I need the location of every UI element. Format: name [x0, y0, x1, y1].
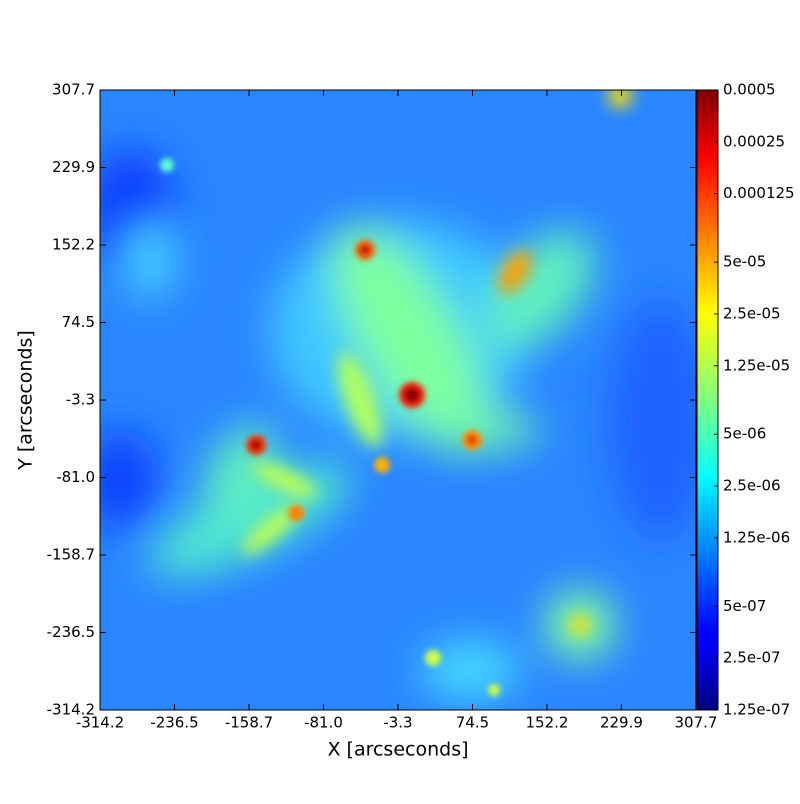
x-tick-label: 307.7 [675, 714, 718, 732]
x-tick-label: -158.7 [225, 714, 273, 732]
y-tick-label: 152.2 [52, 236, 95, 254]
colorbar-tick-label: 0.0005 [723, 81, 776, 99]
colorbar-tick-label: 1.25e-06 [723, 528, 790, 546]
colorbar-tick-label: 5e-07 [723, 597, 766, 615]
y-tick-label: -236.5 [47, 623, 95, 641]
y-tick-label: 229.9 [52, 158, 95, 176]
x-tick-label: -81.0 [304, 714, 343, 732]
y-tick-label: 74.5 [62, 313, 95, 331]
y-tick-label: 307.7 [52, 81, 95, 99]
image [100, 90, 696, 710]
y-axis-label: Y [arcseconds] [15, 330, 37, 471]
colorbar-tick-label: 1.25e-07 [723, 701, 790, 719]
x-tick-label: 229.9 [600, 714, 643, 732]
colorbar-tick-label: 2.5e-05 [723, 304, 781, 322]
y-tick-label: -158.7 [47, 545, 95, 563]
image-sources [160, 158, 500, 696]
x-tick-label: 74.5 [456, 714, 489, 732]
x-tick-label: -3.3 [383, 714, 412, 732]
colorbar-tick-label: 5e-06 [723, 425, 766, 443]
image-knots [242, 90, 632, 635]
y-tick-label: -81.0 [56, 468, 95, 486]
y-tick-label: -3.3 [66, 391, 95, 409]
colorbar-tick-label: 2.5e-06 [723, 477, 781, 495]
colorbar [696, 89, 719, 711]
colorbar-tick-label: 0.000125 [723, 184, 795, 202]
colorbar-tick-label: 1.25e-05 [723, 356, 790, 374]
colorbar-tick-label: 0.00025 [723, 132, 785, 150]
x-axis-label: X [arcseconds] [327, 739, 468, 761]
y-tick-label: -314.2 [47, 701, 95, 719]
x-tick-label: -236.5 [150, 714, 198, 732]
x-tick-label: -314.2 [76, 714, 124, 732]
colorbar-tick-label: 5e-05 [723, 253, 766, 271]
colorbar-tick-label: 2.5e-07 [723, 649, 781, 667]
x-tick-label: 152.2 [525, 714, 568, 732]
